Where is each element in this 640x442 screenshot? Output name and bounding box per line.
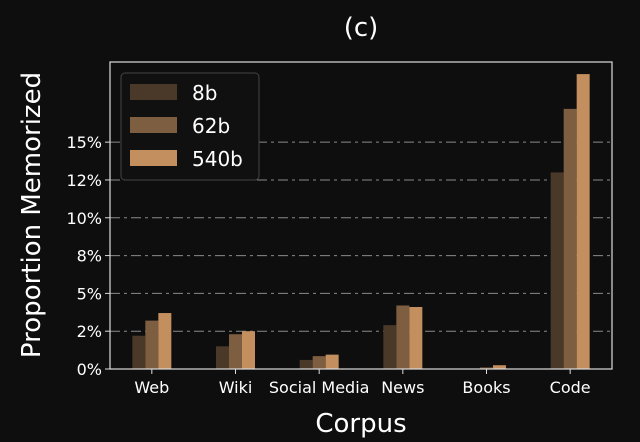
- y-tick-label: 0%: [77, 360, 102, 379]
- bar-540b-books: [493, 365, 506, 369]
- chart-title: (c): [344, 13, 379, 43]
- legend-swatch-62b: [130, 117, 177, 133]
- bar-62b-code: [563, 108, 577, 369]
- bar-540b-news: [409, 306, 423, 369]
- x-tick-label: Wiki: [219, 378, 253, 397]
- x-axis-label: Corpus: [315, 409, 406, 439]
- x-tick-label: News: [381, 378, 424, 397]
- x-ticks: Web Wiki Social Media News Books Code: [134, 369, 591, 397]
- legend-label-540b: 540b: [192, 147, 243, 171]
- legend-label-8b: 8b: [192, 81, 217, 105]
- y-tick-label: 15%: [66, 133, 102, 152]
- x-tick-label: Social Media: [269, 378, 370, 397]
- y-tick-label: 8%: [77, 247, 102, 266]
- bar-8b-code: [550, 172, 564, 369]
- x-tick-label: Code: [550, 378, 591, 397]
- y-tick-label: 5%: [77, 284, 102, 303]
- legend: 8b 62b 540b: [120, 72, 260, 181]
- y-tick-label: 12%: [66, 171, 102, 190]
- legend-label-62b: 62b: [192, 114, 230, 138]
- bar-62b-web: [145, 320, 159, 369]
- bars-group: [132, 74, 590, 370]
- bar-540b-web: [158, 313, 172, 369]
- bar-8b-news: [383, 325, 397, 369]
- bar-540b-code: [576, 74, 590, 370]
- y-axis-label: Proportion Memorized: [17, 72, 47, 358]
- x-tick-label: Books: [462, 378, 510, 397]
- plot-frame: [109, 61, 613, 370]
- legend-swatch-540b: [130, 150, 177, 166]
- bar-62b-news: [396, 305, 410, 369]
- y-tick-label: 2%: [77, 322, 102, 341]
- bar-8b-social-media: [299, 359, 313, 369]
- y-ticks: 0% 2% 5% 8% 10% 12% 15%: [66, 133, 110, 379]
- y-tick-label: 10%: [66, 209, 102, 228]
- bar-8b-web: [132, 335, 146, 369]
- bar-540b-wiki: [242, 331, 255, 369]
- legend-swatch-8b: [130, 84, 177, 100]
- bar-62b-wiki: [229, 334, 242, 369]
- bar-540b-social-media: [325, 354, 339, 369]
- bar-62b-books: [480, 367, 493, 369]
- bar-62b-social-media: [312, 356, 326, 369]
- x-tick-label: Web: [134, 378, 169, 397]
- bar-8b-wiki: [216, 346, 229, 369]
